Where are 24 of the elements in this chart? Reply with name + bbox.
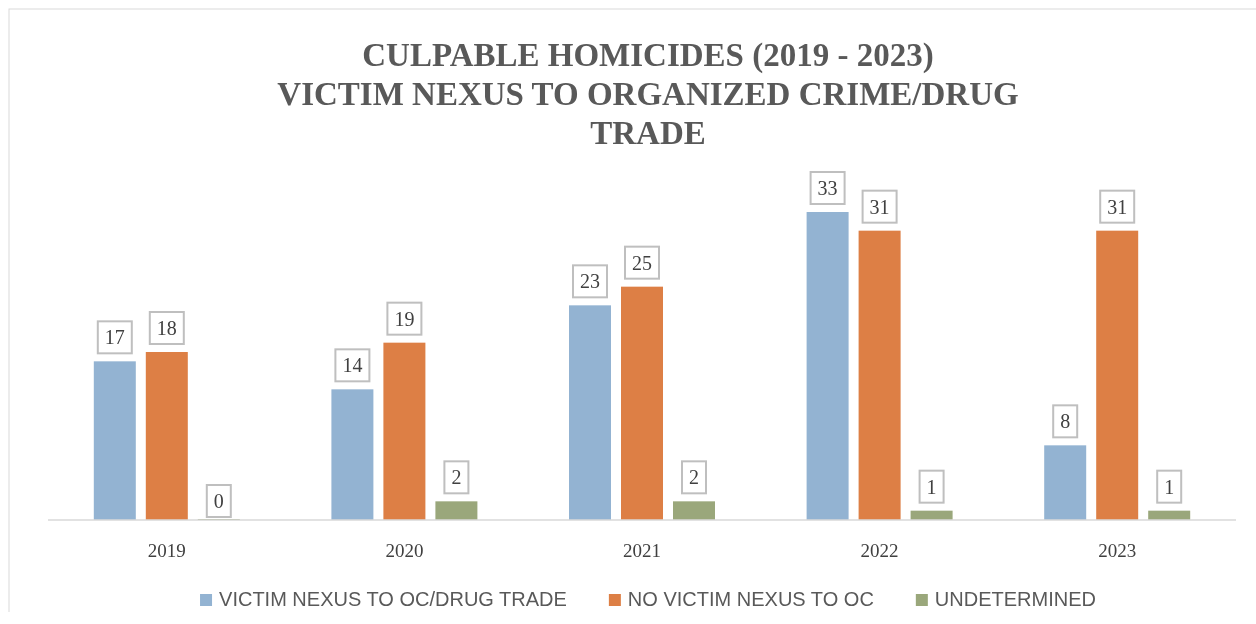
x-tick-label: 2020: [385, 540, 424, 561]
legend-label: NO VICTIM NEXUS TO OC: [627, 588, 874, 610]
data-label: 2: [451, 466, 462, 489]
data-label: 0: [213, 490, 224, 512]
chart-title: CULPABLE HOMICIDES (2019 - 2023) VICTIM NEXUS TO ORGANIZED CRIME/DRUG TRADE: [277, 37, 1019, 151]
x-tick-label: 2023: [1098, 540, 1137, 561]
data-label: 8: [1060, 410, 1071, 433]
data-label: 25: [632, 251, 652, 274]
data-label: 19: [394, 307, 415, 330]
data-label: 2: [689, 466, 699, 489]
x-tick-label: 2022: [860, 540, 899, 561]
data-label: 31: [1107, 195, 1128, 218]
data-label: 31: [869, 195, 890, 218]
data-label: 1: [1164, 475, 1175, 498]
x-tick-label: 2021: [623, 540, 661, 561]
data-label: 18: [156, 317, 177, 339]
x-tick-label: 2019: [147, 540, 186, 561]
data-label: 14: [342, 354, 363, 377]
data-label: 33: [817, 177, 838, 199]
data-label: 1: [926, 475, 937, 498]
legend-label: UNDETERMINED: [934, 588, 1096, 610]
legend-label: VICTIM NEXUS TO OC/DRUG TRADE: [219, 588, 567, 610]
data-label: 23: [580, 270, 600, 293]
data-label: 17: [104, 326, 125, 349]
